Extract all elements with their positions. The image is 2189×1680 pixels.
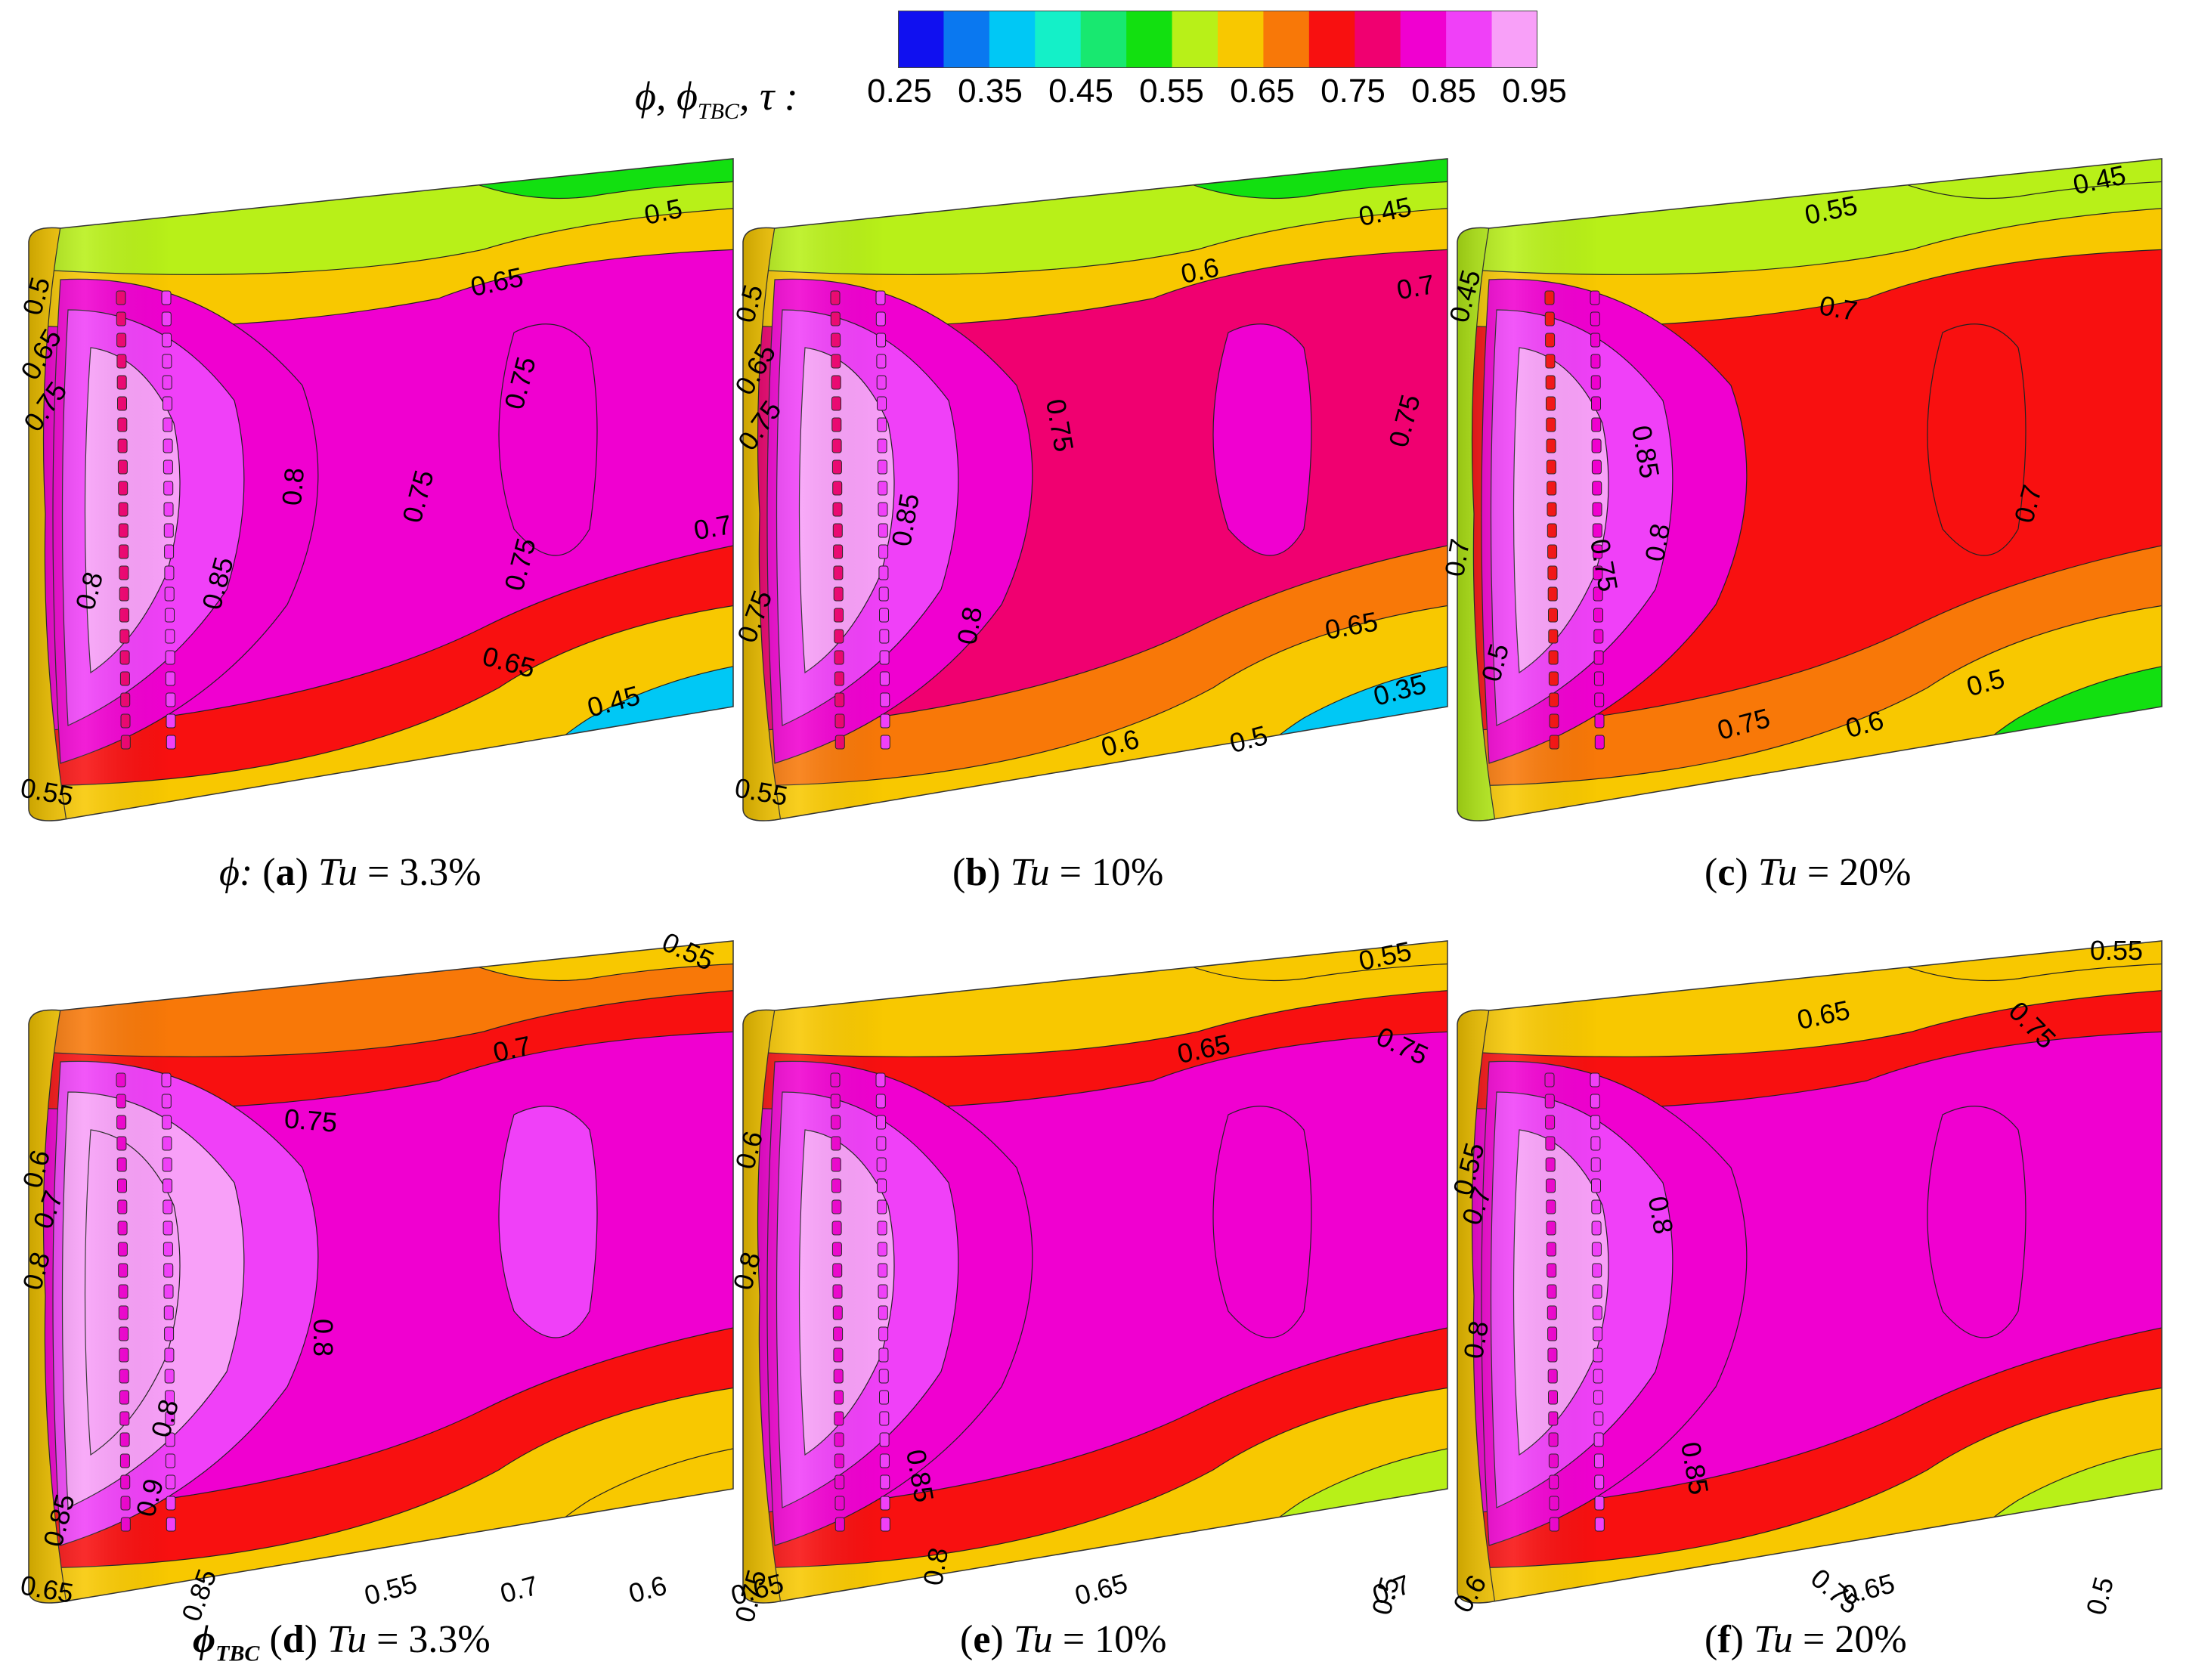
surface-shading xyxy=(1457,941,2162,1603)
contour-label: 0.7 xyxy=(692,509,734,546)
colorbar-swatch xyxy=(1126,11,1173,68)
contour-label: 0.8 xyxy=(951,605,988,647)
colorbar-tick: 0.35 xyxy=(958,73,1023,110)
colorbar-frame xyxy=(898,11,1537,68)
colorbar-tick: 0.55 xyxy=(1139,73,1204,110)
contour-label: 0.8 xyxy=(308,1319,339,1357)
contour-label: 0.75 xyxy=(283,1103,338,1138)
blade-outline xyxy=(1457,158,2163,821)
contour-panel-d: 0.55 0.7 0.75 0.6 0.7 0.8 0.8 0.8 0.9 0.85 0.85 0.7… xyxy=(15,918,741,1626)
blade-outline xyxy=(742,158,1448,821)
colorbar-swatch xyxy=(1446,11,1493,68)
colorbar-ticks: 0.25 0.35 0.45 0.55 0.65 0.75 0.85 0.95 xyxy=(841,73,1596,118)
caption-c: (c) Tu = 20% xyxy=(1704,851,1912,894)
colorbar-tick: 0.45 xyxy=(1048,73,1113,110)
colorbar-swatch xyxy=(898,11,944,68)
contour-panel-a: 0.5 0.65 0.5 0.65 0.75 0.75 0.8 0.75 0.7 0.8 0.85 0… xyxy=(14,136,741,839)
contour-label: 0.7 xyxy=(1395,268,1437,305)
contour-label: 0.6 xyxy=(1178,252,1221,290)
blade-outline xyxy=(28,940,734,1604)
contour-label: 0.7 xyxy=(1817,289,1859,326)
contour-label: 0.55 xyxy=(2090,935,2143,966)
caption-b: (b) Tu = 10% xyxy=(952,851,1164,894)
blade-outline xyxy=(28,158,734,821)
contour-label: 0.55 xyxy=(361,1567,420,1611)
surface-shading xyxy=(743,941,1447,1603)
colorbar-swatch xyxy=(1263,11,1310,68)
contour-panel-e: 0.55 0.65 0.75 0.6 0.8 0.85 0.8 0.7 0.75 0.65 0.65… xyxy=(727,918,1455,1626)
contour-label: 0.65 xyxy=(1839,1567,1898,1611)
surface-shading xyxy=(29,159,733,821)
caption-a: ϕ: (a) Tu = 3.3% xyxy=(219,851,481,894)
caption-f: (f) Tu = 20% xyxy=(1704,1618,1907,1661)
surface-shading xyxy=(29,941,733,1603)
colorbar-swatch xyxy=(943,11,990,68)
colorbar-swatch xyxy=(1491,11,1537,68)
contour-label: 0.8 xyxy=(917,1545,954,1588)
caption-e: (e) Tu = 10% xyxy=(960,1618,1167,1661)
colorbar-tick: 0.65 xyxy=(1230,73,1295,110)
colorbar-swatch xyxy=(1355,11,1401,68)
contour-label: 0.8 xyxy=(276,466,310,506)
colorbar-tick: 0.25 xyxy=(867,73,932,110)
contour-label: 0.7 xyxy=(1438,537,1475,579)
caption-d: ϕTBC (d) Tu = 3.3% xyxy=(193,1618,491,1666)
contour-label: 0.65 xyxy=(1072,1567,1131,1611)
contour-label: 0.8 xyxy=(1639,521,1676,564)
surface-shading xyxy=(1457,159,2162,821)
contour-label: 0.5 xyxy=(2080,1573,2120,1618)
blade-outline xyxy=(1457,940,2163,1604)
surface-shading xyxy=(743,159,1447,821)
colorbar-tick: 0.75 xyxy=(1321,73,1386,110)
colorbar-swatch xyxy=(1218,11,1264,68)
colorbar-swatch xyxy=(1035,11,1082,68)
contour-panel-f: 0.55 0.65 0.75 0.55 0.7 0.8 0.8 0.85 0.75 0.65 0.6… xyxy=(1444,918,2169,1621)
contour-label: 0.5 xyxy=(642,193,685,231)
contour-label: 0.6 xyxy=(625,1570,670,1610)
contour-label: 0.65 xyxy=(728,1567,787,1611)
colorbar-swatch xyxy=(1080,11,1127,68)
contour-panel-c: 0.45 0.55 0.45 0.7 0.85 0.7 0.7 0.8 0.75 0.75 0.6 0… xyxy=(1438,136,2169,839)
colorbar-swatch xyxy=(1400,11,1447,68)
colorbar-swatch xyxy=(1172,11,1218,68)
colorbar-swatch xyxy=(989,11,1036,68)
contour-label: 0.8 xyxy=(1643,1194,1680,1236)
contour-label: 0.8 xyxy=(1457,1319,1494,1361)
blade-outline xyxy=(742,940,1448,1604)
colorbar-swatch xyxy=(1308,11,1355,68)
legend-variable-label: ϕ, ϕTBC, τ : xyxy=(635,73,798,124)
contour-label: 0.7 xyxy=(497,1570,541,1610)
colorbar-tick: 0.85 xyxy=(1411,73,1476,110)
contour-label: 0.7 xyxy=(491,1030,534,1069)
colorbar-tick: 0.95 xyxy=(1502,73,1567,110)
contour-panel-b: 0.45 0.6 0.7 0.5 0.65 0.75 0.75 0.75 0.85 0.8 0.65… xyxy=(729,136,1455,839)
colorbar xyxy=(898,11,1537,68)
